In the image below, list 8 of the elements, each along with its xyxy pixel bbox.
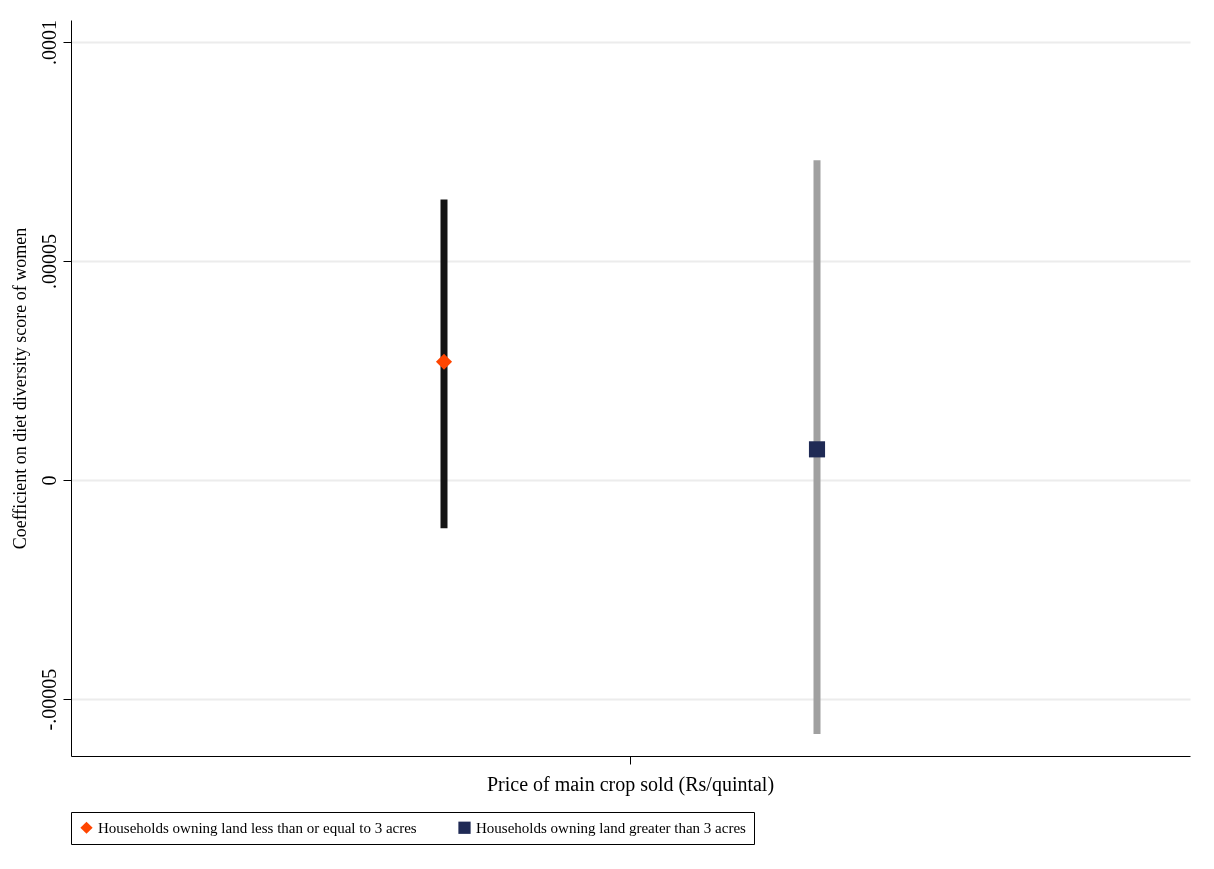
y-axis-title: Coefficient on diet diversity score of women: [9, 227, 30, 550]
y-tick-label: .00005: [37, 233, 60, 289]
y-tick-label: 0: [37, 475, 60, 486]
y-tick-label: -.00005: [37, 668, 60, 731]
x-tick-label: Price of main crop sold (Rs/quintal): [486, 772, 775, 796]
y-tick-label: .0001: [37, 19, 60, 65]
legend-label: Households owning land greater than 3 acres: [476, 819, 747, 836]
legend-label: Households owning land less than or equal to 3 acres: [98, 819, 417, 836]
